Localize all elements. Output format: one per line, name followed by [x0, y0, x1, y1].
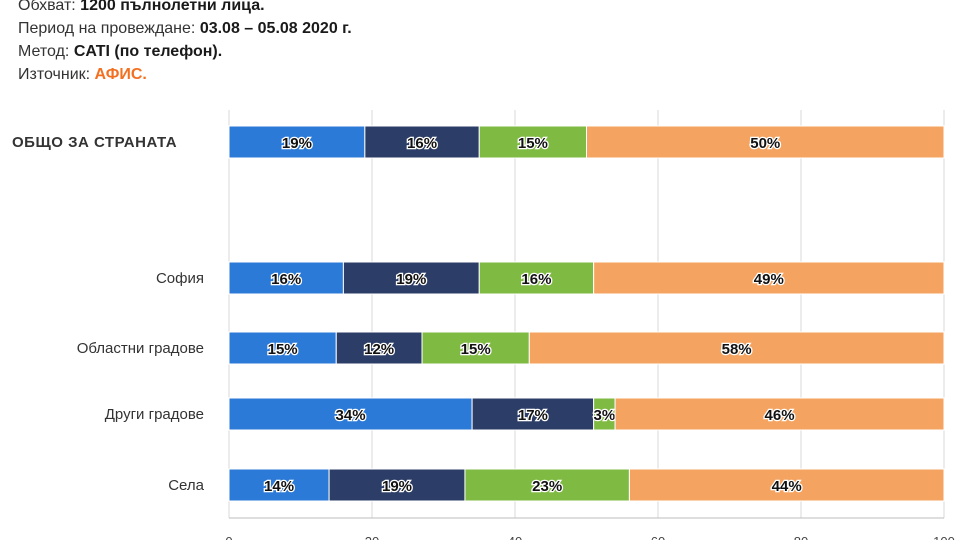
data-label: 19% — [396, 271, 426, 288]
x-tick-label: 60 — [651, 534, 665, 540]
survey-info: Обхват: 1200 пълнолетни лица. Период на … — [18, 0, 352, 86]
x-tick-label: 0 — [225, 534, 232, 540]
bar-row: Областни градове 15% 12% 15% 58% — [77, 331, 945, 365]
sample-row: Обхват: 1200 пълнолетни лица. — [18, 0, 352, 17]
bar-segment — [478, 261, 595, 295]
source-label: Източник: — [18, 66, 91, 83]
bar-segment — [586, 125, 945, 159]
category-label: Други градове — [105, 406, 204, 423]
data-label: 14% — [264, 478, 294, 495]
data-label: 15% — [518, 135, 548, 152]
bar-segment — [228, 261, 344, 295]
x-tick-label: 20 — [365, 534, 379, 540]
data-label: 16% — [521, 271, 551, 288]
sample-value: 1200 пълнолетни лица. — [80, 0, 265, 14]
data-label: 19% — [282, 135, 312, 152]
method-row: Метод: CATI (по телефон). — [18, 40, 352, 63]
bar-row: ОБЩО ЗА СТРАНАТА 19% 16% 15% 50% — [12, 125, 945, 159]
data-label: 23% — [532, 478, 562, 495]
bar-row: София 16% 19% 16% 49% — [156, 261, 945, 295]
bar-segment — [335, 331, 423, 365]
period-row: Период на провеждане: 03.08 – 05.08 2020… — [18, 17, 352, 40]
method-value: CATI (по телефон). — [73, 43, 223, 60]
period-value: 03.08 – 05.08 2020 г. — [199, 20, 352, 37]
bar-segment — [471, 397, 595, 431]
category-label: Областни градове — [77, 340, 204, 357]
data-label: 50% — [750, 135, 780, 152]
category-label: ОБЩО ЗА СТРАНАТА — [12, 134, 177, 151]
period-label: Период на провеждане: — [18, 20, 196, 37]
bar-segment — [228, 397, 473, 431]
bar-segment — [528, 331, 945, 365]
source-value: АФИС. — [94, 66, 147, 83]
bar-segment — [228, 331, 337, 365]
data-label: 58% — [722, 341, 752, 358]
data-label: 44% — [772, 478, 802, 495]
bar-segment — [364, 125, 480, 159]
bar-segment — [328, 468, 466, 502]
bar-segment — [228, 125, 366, 159]
data-label: 46% — [765, 407, 795, 424]
data-label: 16% — [271, 271, 301, 288]
data-label: 17% — [518, 407, 548, 424]
bar-row: Други градове 34% 17% 3% 46% — [105, 397, 945, 431]
bar-segment — [628, 468, 945, 502]
data-label: 19% — [382, 478, 412, 495]
method-label: Метод: — [18, 43, 70, 60]
data-label: 15% — [461, 341, 491, 358]
bar-segment — [614, 397, 945, 431]
bar-segment — [421, 331, 530, 365]
sample-label: Обхват: — [18, 0, 76, 14]
data-label: 16% — [407, 135, 437, 152]
data-label: 49% — [754, 271, 784, 288]
data-label: 34% — [336, 407, 366, 424]
x-tick-label: 40 — [508, 534, 522, 540]
source-row: Източник: АФИС. — [18, 63, 352, 86]
bar-segment — [593, 261, 945, 295]
bar-segment — [342, 261, 480, 295]
data-label: 15% — [268, 341, 298, 358]
category-label: Села — [168, 477, 204, 494]
data-label: 12% — [364, 341, 394, 358]
x-tick-label: 100 — [933, 534, 955, 540]
x-tick-label: 80 — [794, 534, 808, 540]
category-label: София — [156, 270, 204, 287]
bar-row: Села 14% 19% 23% 44% — [168, 468, 945, 502]
data-label: 3% — [594, 407, 616, 424]
